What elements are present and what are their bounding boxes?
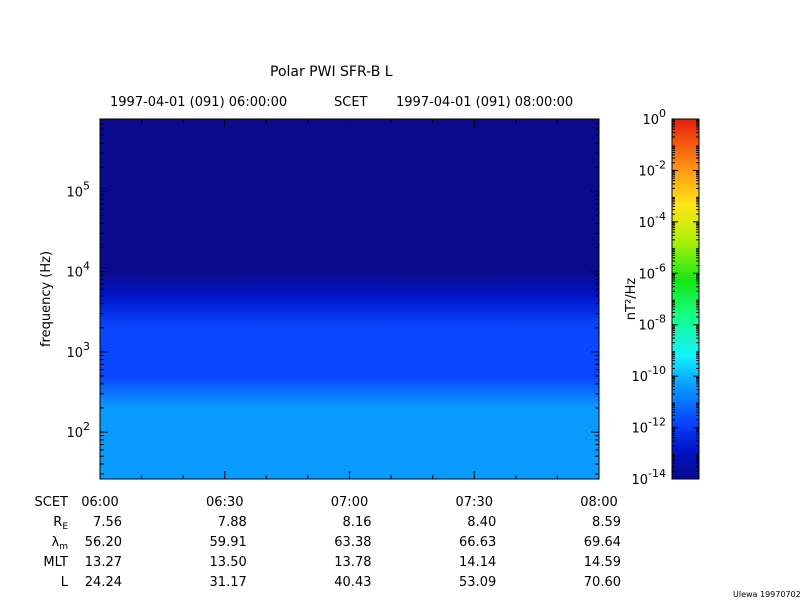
colorbar-tick-label: 10-12 xyxy=(631,416,666,437)
end-time-label: 1997-04-01 (091) 08:00:00 xyxy=(396,95,574,110)
ephemeris-value: 08:00 xyxy=(580,495,617,510)
y-tick-label: 102 xyxy=(66,420,90,441)
scet-header-label: SCET xyxy=(334,95,368,110)
ephemeris-value: 06:30 xyxy=(206,495,243,510)
ephemeris-value: 31.17 xyxy=(210,575,247,590)
ephemeris-value: 13.27 xyxy=(85,555,122,570)
ephemeris-value: 8.59 xyxy=(592,515,621,530)
ephemeris-value: 69.64 xyxy=(584,535,621,550)
colorbar-tick-label: 10-4 xyxy=(638,210,666,231)
ephemeris-value: 14.14 xyxy=(459,555,496,570)
ephemeris-row-label: SCET xyxy=(35,495,69,510)
ephemeris-value: 53.09 xyxy=(459,575,496,590)
ephemeris-value: 66.63 xyxy=(459,535,496,550)
ephemeris-value: 40.43 xyxy=(334,575,371,590)
ephemeris-value: 7.88 xyxy=(218,515,247,530)
colorbar-tick-label: 100 xyxy=(642,107,666,128)
colorbar xyxy=(671,118,700,480)
ephemeris-value: 59.91 xyxy=(210,535,247,550)
colorbar-tick-label: 10-10 xyxy=(631,364,666,385)
ephemeris-value: 13.78 xyxy=(334,555,371,570)
colorbar-tick-label: 10-8 xyxy=(638,313,666,334)
spectrogram-image xyxy=(100,119,599,479)
chart-title: Polar PWI SFR-B L xyxy=(270,64,393,80)
colorbar-tick-label: 10-2 xyxy=(638,158,666,179)
ephemeris-value: 56.20 xyxy=(85,535,122,550)
ephemeris-row-label: RE xyxy=(53,515,68,532)
colorbar-tick-label: 10-6 xyxy=(638,261,666,282)
ephemeris-row-label: λm xyxy=(52,535,68,552)
ephemeris-value: 8.16 xyxy=(343,515,372,530)
ephemeris-value: 07:30 xyxy=(456,495,493,510)
ephemeris-value: 14.59 xyxy=(584,555,621,570)
ephemeris-value: 8.40 xyxy=(467,515,496,530)
ephemeris-row-label: L xyxy=(61,575,69,590)
ephemeris-value: 7.56 xyxy=(93,515,122,530)
colorbar-label: nT²/Hz xyxy=(624,278,639,321)
ephemeris-value: 63.38 xyxy=(334,535,371,550)
start-time-label: 1997-04-01 (091) 06:00:00 xyxy=(110,95,288,110)
y-tick-label: 103 xyxy=(66,340,90,361)
ephemeris-value: 07:00 xyxy=(331,495,368,510)
ephemeris-value: 06:00 xyxy=(81,495,118,510)
credit-label: Ulewa 19970702 xyxy=(733,590,800,599)
y-axis-label: frequency (Hz) xyxy=(39,251,54,347)
y-tick-label: 105 xyxy=(66,179,90,200)
ephemeris-value: 13.50 xyxy=(210,555,247,570)
colorbar-tick-label: 10-14 xyxy=(631,467,666,488)
ephemeris-value: 24.24 xyxy=(85,575,122,590)
ephemeris-row-label: MLT xyxy=(43,555,68,570)
y-tick-label: 104 xyxy=(66,260,90,281)
ephemeris-value: 70.60 xyxy=(584,575,621,590)
